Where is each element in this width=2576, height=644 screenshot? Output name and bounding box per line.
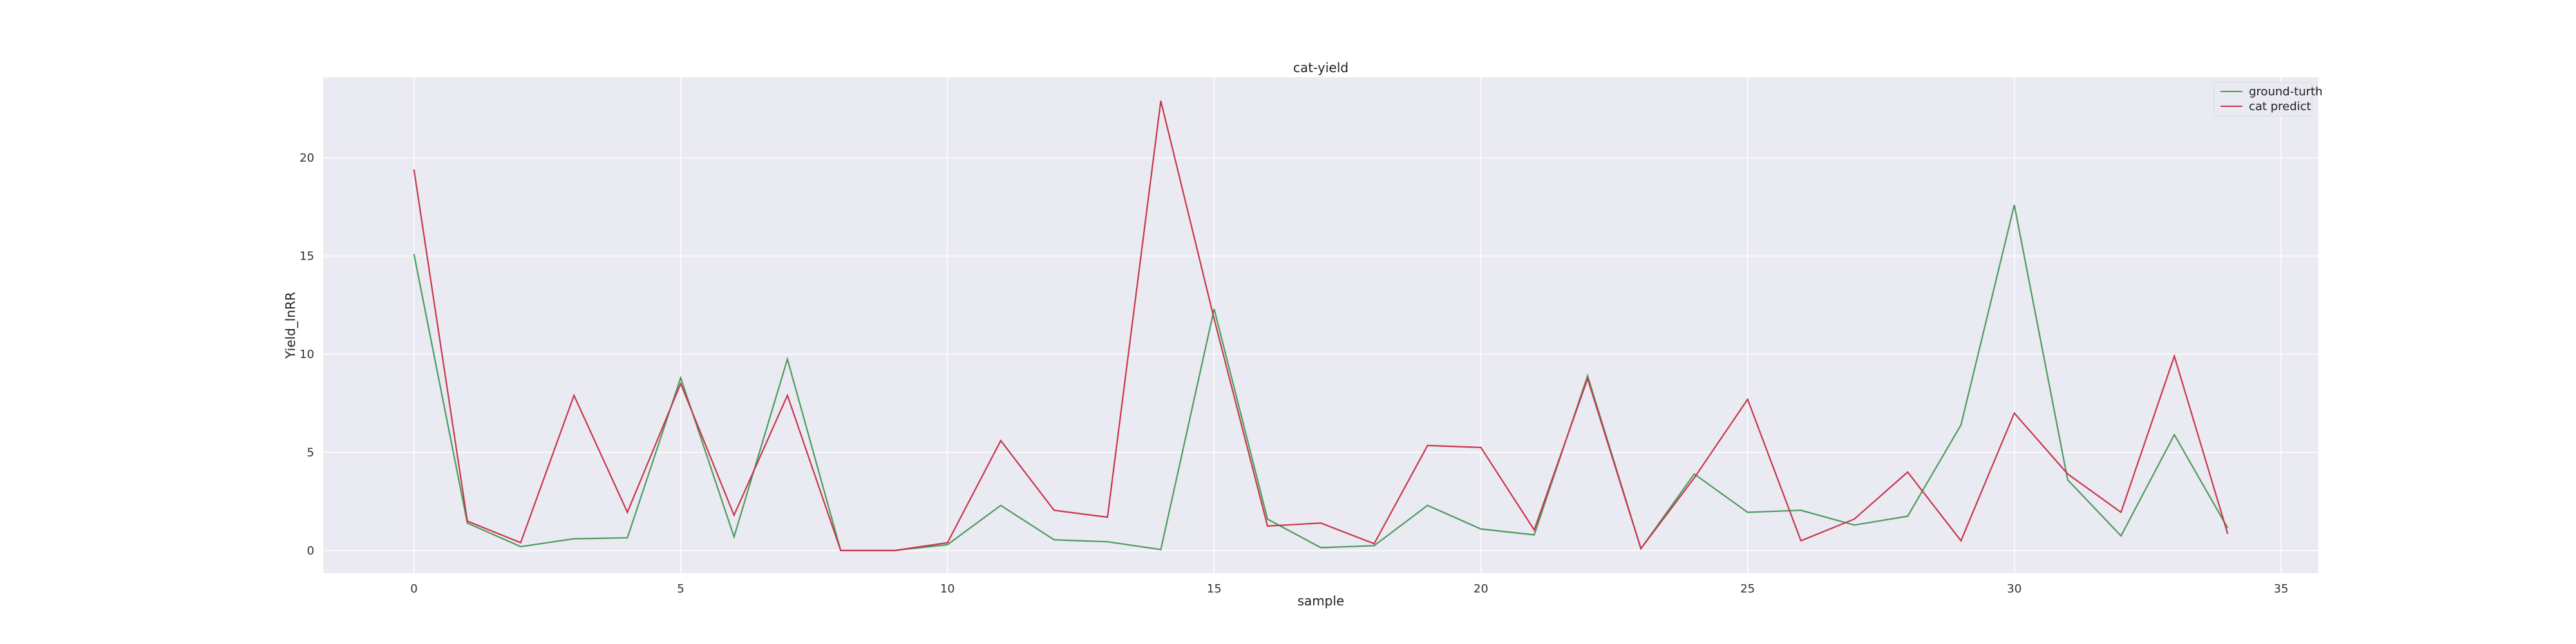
x-tick-label: 15 <box>1207 582 1222 596</box>
y-tick-label: 0 <box>307 544 314 558</box>
y-tick-label: 5 <box>307 446 314 459</box>
grid-lines <box>323 77 2318 573</box>
y-tick-label: 15 <box>299 250 314 263</box>
x-tick-label: 0 <box>410 582 417 596</box>
x-tick-label: 20 <box>1473 582 1488 596</box>
chart-title: cat-yield <box>1293 60 1349 75</box>
x-tick-label: 25 <box>1740 582 1755 596</box>
y-tick-label: 10 <box>299 348 314 361</box>
plot-background <box>323 77 2318 573</box>
x-tick-label: 30 <box>2007 582 2022 596</box>
x-tick-label: 35 <box>2274 582 2289 596</box>
legend-label-cat-predict: cat predict <box>2249 100 2311 113</box>
y-axis-label: Yield_lnRR <box>283 292 298 359</box>
series-lines <box>413 100 2229 552</box>
legend-label-ground-turth: ground-turth <box>2249 85 2323 99</box>
x-tick-label: 10 <box>940 582 955 596</box>
x-tick-labels: 0 5 10 15 20 25 30 35 <box>410 582 2288 596</box>
x-axis-label: sample <box>1298 593 1345 609</box>
x-tick-label: 5 <box>677 582 684 596</box>
y-tick-labels: 0 5 10 15 20 <box>299 151 314 558</box>
series-line-ground-turth <box>413 204 2229 552</box>
legend: ground-turth cat predict <box>2213 82 2323 117</box>
series-line-cat-predict <box>413 100 2229 552</box>
y-tick-label: 20 <box>299 151 314 165</box>
